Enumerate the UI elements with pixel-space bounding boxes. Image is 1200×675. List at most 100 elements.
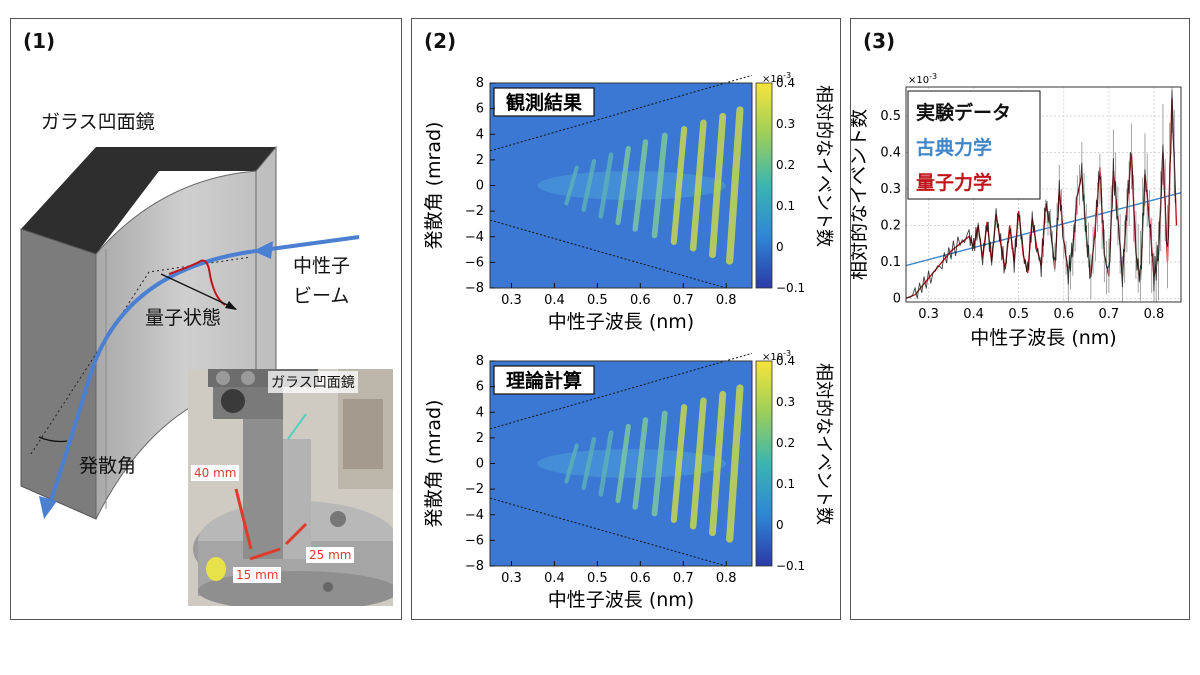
x-tick-label: 0.3 — [918, 307, 939, 322]
x-tick-label: 0.3 — [501, 293, 522, 308]
y-tick-label: 0.3 — [880, 182, 901, 197]
device-photo-drawing — [188, 369, 393, 606]
x-tick-label: 0.4 — [544, 571, 565, 586]
dim-width-label: 15 mm — [233, 567, 282, 583]
heatmap-marks — [537, 106, 744, 265]
colorbar-exponent-power: -3 — [783, 349, 791, 358]
quantum-state-label: 量子状態 — [145, 307, 222, 329]
x-tick-label: 0.5 — [587, 571, 608, 586]
colorbar-tick-label: 0.4 — [776, 76, 795, 90]
photo-mirror-label: ガラス凹面鏡 — [268, 371, 358, 393]
y-axis-label: 相対的なイベント数 — [851, 109, 870, 280]
legend-entry: 古典力学 — [916, 136, 992, 159]
divergence-angle-label: 発散角 — [79, 455, 137, 477]
acceptance-boundary-lower — [489, 497, 727, 567]
beam-label: 中性子 ビーム — [293, 251, 350, 311]
heatmap-fringe — [564, 443, 579, 484]
heatmap-fringe — [726, 106, 744, 265]
heatmap-fringe — [581, 436, 597, 491]
heatmap-theory: 理論計算 0.3 0.4 0.5 0.6 0.7 0.8 8 6 4 2 0 −2 −4 −6 −8 中性子波長… — [423, 349, 834, 611]
colorbar-tick-label: −0.1 — [776, 281, 805, 295]
heatmap-title: 理論計算 — [506, 369, 582, 392]
y-tick-label: −6 — [465, 255, 484, 270]
colorbar-exponent-power: -3 — [783, 71, 791, 80]
x-tick-label: 0.6 — [630, 293, 651, 308]
y-tick-label: 2 — [476, 431, 484, 446]
y-axis-label: 発散角 (mrad) — [423, 122, 445, 250]
beam-arrowhead-in — [253, 241, 273, 259]
x-tick-label: 0.7 — [673, 293, 694, 308]
y-tick-label: 6 — [476, 102, 484, 117]
colorbar-tick-label: 0.3 — [776, 117, 795, 131]
y-tick-label: −4 — [465, 508, 484, 523]
legend-entry: 量子力学 — [916, 171, 992, 194]
heatmap-fringe — [598, 430, 614, 497]
heatmap-title: 観測結果 — [506, 91, 582, 114]
x-axis-label: 中性子波長 (nm) — [548, 311, 694, 333]
colorbar-tick-label: −0.1 — [776, 559, 805, 573]
acceptance-boundary-lower — [489, 219, 727, 289]
y-tick-label: −8 — [465, 281, 484, 296]
x-tick-label: 0.5 — [587, 293, 608, 308]
colorbar-tick-label: 0 — [776, 518, 784, 532]
neutron-beam-path — [47, 235, 360, 508]
colorbar-tick-label: 0.1 — [776, 477, 795, 491]
colorbar-label: 相対的なイベント数 — [813, 363, 834, 525]
heatmap-fringe — [670, 126, 688, 245]
y-exponent-power: -3 — [929, 72, 937, 81]
y-tick-label: −2 — [465, 482, 484, 497]
y-axis-label: 発散角 (mrad) — [423, 400, 445, 528]
heatmap-fringe — [689, 397, 707, 530]
beam-label-line1: 中性子 — [293, 255, 351, 277]
heatmap-fringe — [632, 417, 649, 510]
y-tick-label: 0.4 — [880, 146, 901, 161]
device-photo: ガラス凹面鏡 40 mm 15 mm 25 mm — [188, 369, 393, 606]
heatmap-fringe — [709, 112, 727, 259]
y-tick-label: −6 — [465, 533, 484, 548]
heatmap-fringe — [709, 390, 727, 537]
heatmap-fringe — [598, 152, 614, 219]
mirror-label: ガラス凹面鏡 — [41, 111, 155, 133]
y-tick-label: 4 — [476, 127, 484, 142]
beam-label-line2: ビーム — [293, 285, 350, 307]
x-tick-label: 0.4 — [544, 293, 565, 308]
x-tick-label: 0.3 — [501, 571, 522, 586]
heatmap-fringe — [689, 119, 707, 252]
y-tick-label: −4 — [465, 230, 484, 245]
colorbar-tick-label: 0 — [776, 240, 784, 254]
x-tick-label: 0.6 — [630, 571, 651, 586]
quantum-state-wave — [168, 259, 226, 306]
y-tick-label: 8 — [476, 76, 484, 91]
beam-arrowhead-out — [39, 496, 57, 519]
panel-label: (1) — [23, 29, 56, 53]
series-group — [906, 87, 1181, 302]
x-tick-label: 0.7 — [673, 571, 694, 586]
panel-3: (3) 0.3 0.4 0.5 0.6 0.7 0.8 0.5 0.4 0.3 0.2 0.1 0 ×1… — [850, 18, 1190, 620]
heatmap-fringe — [564, 165, 579, 206]
heatmap-fringe — [651, 410, 668, 517]
colorbar-label: 相対的なイベント数 — [813, 85, 834, 247]
heatmap-fringe — [581, 158, 597, 213]
line-chart: 0.3 0.4 0.5 0.6 0.7 0.8 0.5 0.4 0.3 0.2 0.1 0 ×10-3 中… — [851, 72, 1182, 349]
y-tick-label: 6 — [476, 380, 484, 395]
y-tick-label: 2 — [476, 153, 484, 168]
heatmap-fringe — [726, 384, 744, 543]
colorbar-tick-label: 0.2 — [776, 436, 795, 450]
heatmap-title-box — [493, 87, 595, 117]
heatmap-observed: 観測結果 0.3 0.4 0.5 0.6 0.7 0.8 8 6 4 2 0 −2 −4 −6 −8 中性子波長… — [423, 71, 834, 333]
heatmap-fringe — [615, 145, 631, 226]
heatmap-title-box — [493, 365, 595, 395]
x-axis-label: 中性子波長 (nm) — [970, 327, 1116, 349]
mirror-top-face — [21, 147, 276, 254]
colorbar-tick-label: 0.3 — [776, 395, 795, 409]
y-exponent: ×10-3 — [908, 72, 937, 86]
x-axis-label: 中性子波長 (nm) — [548, 589, 694, 611]
x-tick-label: 0.6 — [1053, 307, 1074, 322]
panel-label: (3) — [863, 29, 896, 53]
dim-depth-label: 25 mm — [306, 547, 355, 563]
heatmap-fringe — [651, 132, 668, 239]
colorbar-tick-label: 0.1 — [776, 199, 795, 213]
y-tick-label: 8 — [476, 354, 484, 369]
x-tick-label: 0.4 — [963, 307, 984, 322]
panel-label: (2) — [424, 29, 457, 53]
